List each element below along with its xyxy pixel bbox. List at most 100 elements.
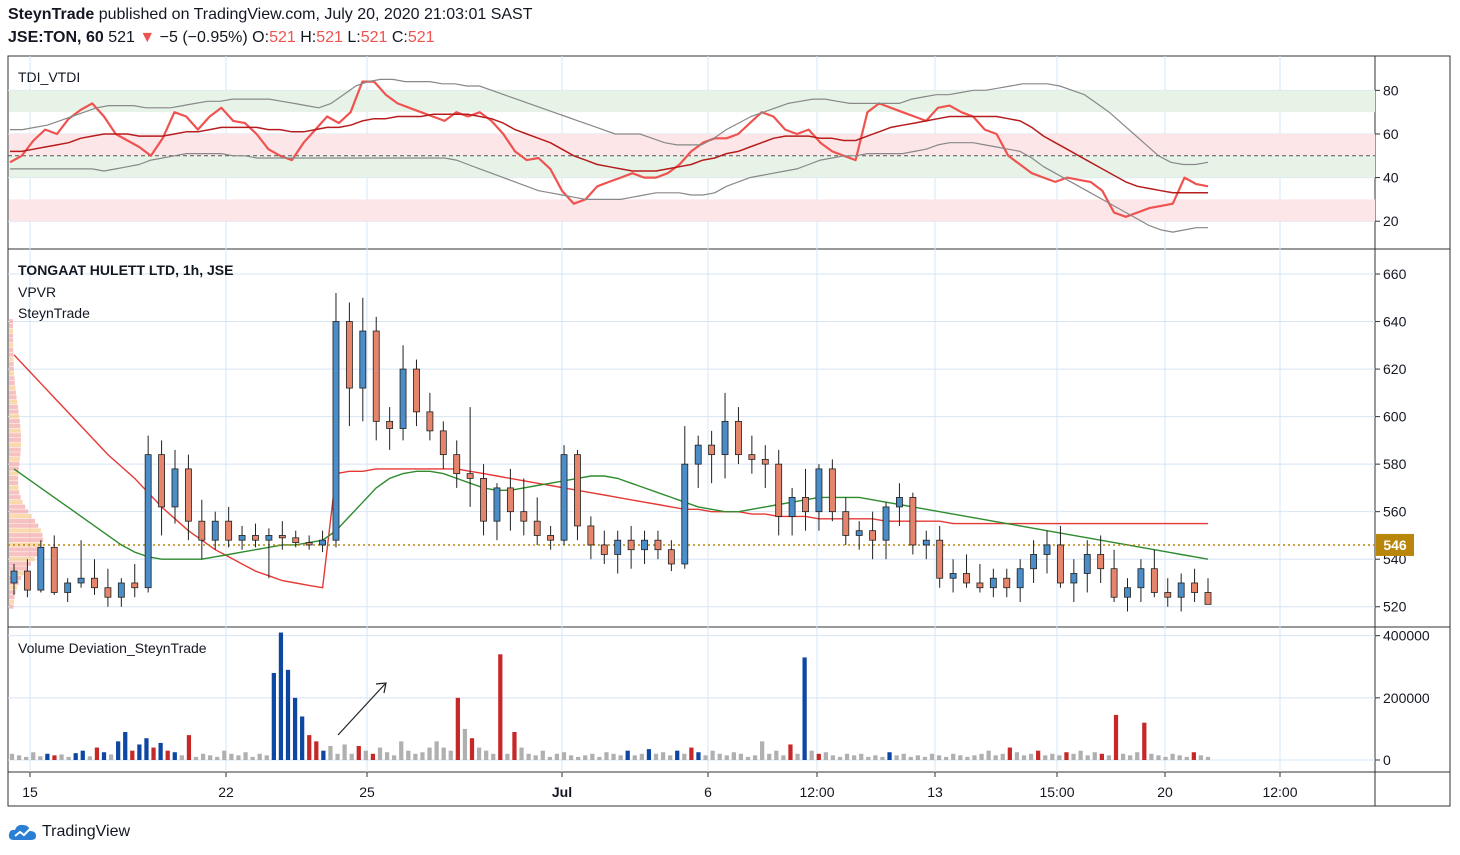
outer-border bbox=[7, 55, 1451, 807]
candle-body bbox=[1177, 582, 1185, 598]
volume-bar bbox=[101, 752, 107, 760]
steyntrade-label: SteynTrade bbox=[18, 305, 90, 321]
volume-bar bbox=[625, 750, 630, 760]
volume-bar bbox=[795, 753, 800, 760]
volume-bar bbox=[908, 756, 913, 760]
y-tick-label: 520 bbox=[1383, 599, 1407, 615]
candle-body bbox=[399, 368, 407, 429]
last-price-label: 546 bbox=[1383, 537, 1407, 553]
volume-bar bbox=[392, 755, 397, 760]
volume-bar bbox=[788, 744, 793, 760]
candle-body bbox=[332, 321, 340, 541]
tdi-pane[interactable]: 20 40 60 80 bbox=[8, 78, 1399, 233]
candle-body bbox=[1191, 582, 1199, 593]
vpvr-bar bbox=[9, 395, 17, 400]
candle-body bbox=[909, 497, 917, 546]
volume-bar bbox=[31, 752, 36, 760]
candle-body bbox=[1097, 554, 1105, 570]
volume-bar bbox=[200, 753, 206, 760]
volume-pane[interactable]: 0 200000 400000 bbox=[9, 628, 1430, 768]
volume-bar bbox=[830, 755, 836, 760]
volume-bar bbox=[321, 750, 326, 760]
volume-bar bbox=[1043, 755, 1048, 760]
candle-body bbox=[144, 454, 152, 589]
author-name[interactable]: SteynTrade bbox=[8, 6, 95, 23]
tradingview-branding[interactable]: TradingView bbox=[8, 820, 130, 844]
vpvr-bar bbox=[9, 590, 16, 595]
volume-bar bbox=[349, 753, 354, 760]
candle-body bbox=[708, 444, 716, 456]
low-value: 521 bbox=[360, 29, 388, 46]
vpvr-bar bbox=[9, 509, 29, 514]
volume-bar bbox=[689, 747, 694, 760]
volume-bar bbox=[887, 752, 892, 760]
volume-bar bbox=[243, 752, 248, 760]
volume-bar bbox=[519, 747, 524, 760]
low-label: L: bbox=[347, 29, 361, 46]
candle-body bbox=[681, 463, 689, 565]
tradingview-brand: TradingView bbox=[42, 823, 131, 840]
volume-bar bbox=[873, 755, 878, 760]
candle-body bbox=[117, 582, 125, 598]
x-tick-label: 12:00 bbox=[799, 784, 834, 800]
vpvr-bar bbox=[9, 533, 43, 538]
candle-body bbox=[10, 570, 18, 584]
vpvr-bar bbox=[9, 537, 44, 543]
volume-bar bbox=[809, 750, 814, 760]
volume-bar bbox=[130, 750, 135, 760]
volume-bar bbox=[448, 750, 453, 760]
y-tick-label: 20 bbox=[1383, 213, 1399, 229]
candle-body bbox=[775, 463, 783, 517]
x-tick-label: 25 bbox=[359, 784, 375, 800]
candle-body bbox=[211, 520, 219, 541]
volume-bar bbox=[979, 753, 984, 760]
x-tick-label: 22 bbox=[218, 784, 234, 800]
candle-body bbox=[1204, 592, 1212, 605]
time-axis[interactable]: 15 22 25 Jul 6 12:00 13 15:00 20 12:00 bbox=[22, 772, 1298, 800]
candle-body bbox=[667, 549, 675, 565]
vpvr-bar bbox=[9, 433, 21, 438]
volume-bar bbox=[986, 750, 991, 760]
vpvr-bar bbox=[9, 476, 19, 481]
volume-bar bbox=[94, 747, 100, 760]
candle-body bbox=[198, 520, 206, 541]
volume-bar bbox=[668, 755, 673, 760]
candle-body bbox=[533, 520, 541, 536]
volume-bar bbox=[675, 750, 680, 760]
candle-body bbox=[1124, 587, 1131, 598]
candle-body bbox=[1016, 568, 1024, 589]
volume-bar bbox=[611, 753, 616, 760]
volume-bar bbox=[9, 753, 15, 760]
volume-bar bbox=[1142, 722, 1147, 760]
volume-bar bbox=[1163, 756, 1168, 760]
candle-body bbox=[37, 546, 45, 591]
volume-bar bbox=[328, 746, 333, 760]
volume-bar bbox=[172, 752, 177, 760]
volume-bar bbox=[859, 753, 864, 760]
vpvr-bar bbox=[9, 523, 39, 528]
high-label: H: bbox=[300, 29, 317, 46]
vpvr-bar bbox=[9, 409, 19, 414]
volume-bar bbox=[618, 755, 623, 760]
volume-bar bbox=[498, 654, 503, 760]
volume-bar bbox=[901, 753, 906, 760]
vpvr-bar bbox=[9, 561, 32, 566]
candle-body bbox=[252, 535, 259, 541]
volume-bar bbox=[179, 755, 184, 760]
vpvr-bar bbox=[9, 518, 36, 524]
volume-bar bbox=[767, 753, 772, 760]
volume-bar bbox=[660, 752, 666, 760]
volume-bar bbox=[222, 750, 227, 760]
volume-bar bbox=[455, 697, 460, 760]
y-tick-label: 640 bbox=[1383, 314, 1407, 330]
volume-bar bbox=[540, 750, 545, 760]
candle-body bbox=[735, 420, 742, 456]
candle-body bbox=[1043, 544, 1051, 555]
volume-bar bbox=[1177, 755, 1182, 760]
volume-bar bbox=[590, 753, 595, 760]
candle-body bbox=[1150, 568, 1158, 593]
vpvr-bar bbox=[9, 514, 32, 519]
candle-body bbox=[694, 444, 702, 465]
